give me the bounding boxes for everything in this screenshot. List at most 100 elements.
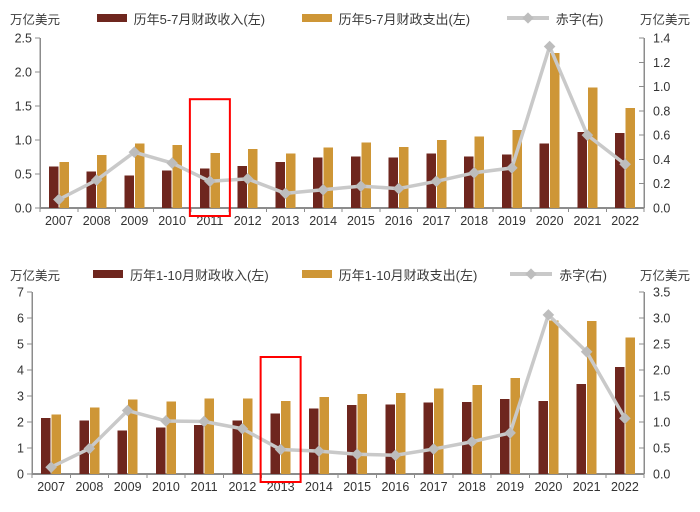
- chart1-legend-deficit-label: 赤字(右): [555, 11, 604, 27]
- svg-text:0.0: 0.0: [653, 202, 670, 216]
- svg-text:2007: 2007: [45, 214, 73, 228]
- svg-text:1.2: 1.2: [653, 56, 670, 70]
- chart1-legend: 万亿美元 历年5-7月财政收入(左) 历年5-7月财政支出(左) 赤字(右) 万…: [0, 0, 700, 30]
- revenue-bars: [41, 367, 625, 474]
- svg-text:2008: 2008: [83, 214, 111, 228]
- svg-text:1: 1: [17, 442, 24, 456]
- chart2-legend-expenditure-label: 历年1-10月财政支出(左): [338, 267, 478, 283]
- svg-text:1.4: 1.4: [653, 32, 670, 46]
- chart2-legend-revenue-label: 历年1-10月财政收入(左): [129, 267, 269, 283]
- svg-text:0.8: 0.8: [653, 104, 670, 118]
- diamond-marker-icon: [522, 12, 534, 24]
- fiscal-chart-jan-oct: 万亿美元 历年1-10月财政收入(左) 历年1-10月财政支出(左) 赤字(右)…: [0, 256, 700, 512]
- svg-text:2007: 2007: [37, 480, 65, 494]
- svg-text:2016: 2016: [381, 480, 409, 494]
- chart1-legend-expenditure-label: 历年5-7月财政支出(左): [338, 11, 471, 27]
- chart2-legend-item-expenditure: 历年1-10月财政支出(左): [301, 265, 478, 284]
- highlight-box: [188, 98, 231, 217]
- svg-text:2012: 2012: [234, 214, 262, 228]
- chart1-legend-item-expenditure: 历年5-7月财政支出(左): [301, 9, 471, 28]
- svg-text:2020: 2020: [534, 480, 562, 494]
- highlight-box: [259, 356, 302, 483]
- svg-text:3.5: 3.5: [653, 286, 670, 300]
- svg-text:5: 5: [17, 338, 24, 352]
- chart2-left-axis-unit: 万亿美元: [10, 268, 61, 283]
- svg-text:2.5: 2.5: [653, 338, 670, 352]
- deficit-line: [45, 309, 631, 474]
- svg-text:1.5: 1.5: [653, 390, 670, 404]
- svg-text:0.4: 0.4: [653, 153, 670, 167]
- svg-text:2012: 2012: [228, 480, 256, 494]
- svg-text:3: 3: [17, 390, 24, 404]
- x-axis-labels: 2007 2008 2009 2010 2011 2012 2013 2014 2015 2016…: [45, 214, 639, 228]
- svg-text:2021: 2021: [573, 480, 601, 494]
- chart1-legend-revenue-label: 历年5-7月财政收入(左): [133, 11, 266, 27]
- svg-text:0.5: 0.5: [653, 442, 670, 456]
- chart2-legend: 万亿美元 历年1-10月财政收入(左) 历年1-10月财政支出(左) 赤字(右)…: [0, 256, 700, 286]
- svg-text:0.0: 0.0: [15, 202, 32, 216]
- svg-text:2015: 2015: [343, 480, 371, 494]
- revenue-swatch-icon: [96, 14, 127, 22]
- svg-text:2017: 2017: [420, 480, 448, 494]
- chart2-legend-deficit-label: 赤字(右): [559, 267, 607, 283]
- svg-text:3.0: 3.0: [653, 312, 670, 326]
- svg-text:0.2: 0.2: [653, 177, 670, 191]
- diamond-marker-icon: [525, 268, 537, 280]
- deficit-line-swatch-icon: [506, 12, 549, 24]
- svg-text:2017: 2017: [422, 214, 450, 228]
- svg-text:2011: 2011: [191, 480, 218, 494]
- fiscal-chart-may-july: 万亿美元 历年5-7月财政收入(左) 历年5-7月财政支出(左) 赤字(右) 万…: [0, 0, 700, 229]
- chart1-left-axis-unit: 万亿美元: [10, 12, 61, 27]
- svg-text:0.6: 0.6: [653, 129, 670, 143]
- svg-text:2014: 2014: [309, 214, 337, 228]
- svg-text:2019: 2019: [498, 214, 526, 228]
- svg-text:0.5: 0.5: [15, 168, 32, 182]
- chart2-legend-item-revenue: 历年1-10月财政收入(左): [92, 265, 269, 284]
- x-axis-labels: 2007 2008 2009 2010 2011 2012 2013 2014 2015 2016…: [37, 480, 639, 494]
- svg-text:2018: 2018: [458, 480, 486, 494]
- svg-text:2013: 2013: [267, 480, 295, 494]
- deficit-line: [53, 40, 631, 206]
- chart1-legend-item-revenue: 历年5-7月财政收入(左): [96, 9, 266, 28]
- svg-text:2021: 2021: [573, 214, 601, 228]
- svg-text:0: 0: [17, 468, 24, 482]
- chart2-legend-item-deficit: 赤字(右): [510, 265, 607, 284]
- svg-text:2.0: 2.0: [15, 66, 32, 80]
- svg-text:2013: 2013: [271, 214, 299, 228]
- svg-text:2022: 2022: [611, 214, 639, 228]
- svg-text:2019: 2019: [496, 480, 524, 494]
- svg-text:2011: 2011: [196, 214, 223, 228]
- chart1-canvas: 0.0 0.5 1.0 1.5 2.0 2.5 0.0 0.2 0.4 0.6 0.8 1.0 1.2 1…: [15, 32, 671, 229]
- svg-text:1.0: 1.0: [653, 416, 670, 430]
- svg-text:2015: 2015: [347, 214, 375, 228]
- svg-text:4: 4: [17, 364, 24, 378]
- svg-text:2020: 2020: [536, 214, 564, 228]
- svg-text:2022: 2022: [611, 480, 639, 494]
- deficit-line-swatch-icon: [510, 268, 553, 280]
- svg-text:2010: 2010: [152, 480, 180, 494]
- chart2-right-axis-unit: 万亿美元: [639, 268, 690, 283]
- revenue-swatch-icon: [92, 270, 123, 278]
- svg-text:1.0: 1.0: [653, 80, 670, 94]
- svg-text:2.5: 2.5: [15, 32, 32, 46]
- svg-text:2.0: 2.0: [653, 364, 670, 378]
- svg-text:2014: 2014: [305, 480, 333, 494]
- svg-text:1.5: 1.5: [15, 100, 32, 114]
- svg-text:6: 6: [17, 312, 24, 326]
- svg-text:2008: 2008: [75, 480, 103, 494]
- expenditure-swatch-icon: [301, 14, 332, 22]
- revenue-bars: [48, 131, 625, 208]
- svg-text:7: 7: [17, 286, 24, 300]
- svg-text:0.0: 0.0: [653, 468, 670, 482]
- chart1-legend-item-deficit: 赤字(右): [506, 9, 604, 28]
- chart2-canvas: 0 1 2 3 4 5 6 7 0.0 0.5 1.0 1.5 2.0 2.5 3.0 3.5 2007 2008…: [17, 286, 670, 494]
- expenditure-bars: [51, 320, 635, 474]
- svg-text:2010: 2010: [158, 214, 186, 228]
- svg-text:2018: 2018: [460, 214, 488, 228]
- svg-text:2009: 2009: [120, 214, 148, 228]
- svg-text:2016: 2016: [385, 214, 413, 228]
- svg-text:2: 2: [17, 416, 24, 430]
- expenditure-swatch-icon: [301, 270, 332, 278]
- svg-text:1.0: 1.0: [15, 134, 32, 148]
